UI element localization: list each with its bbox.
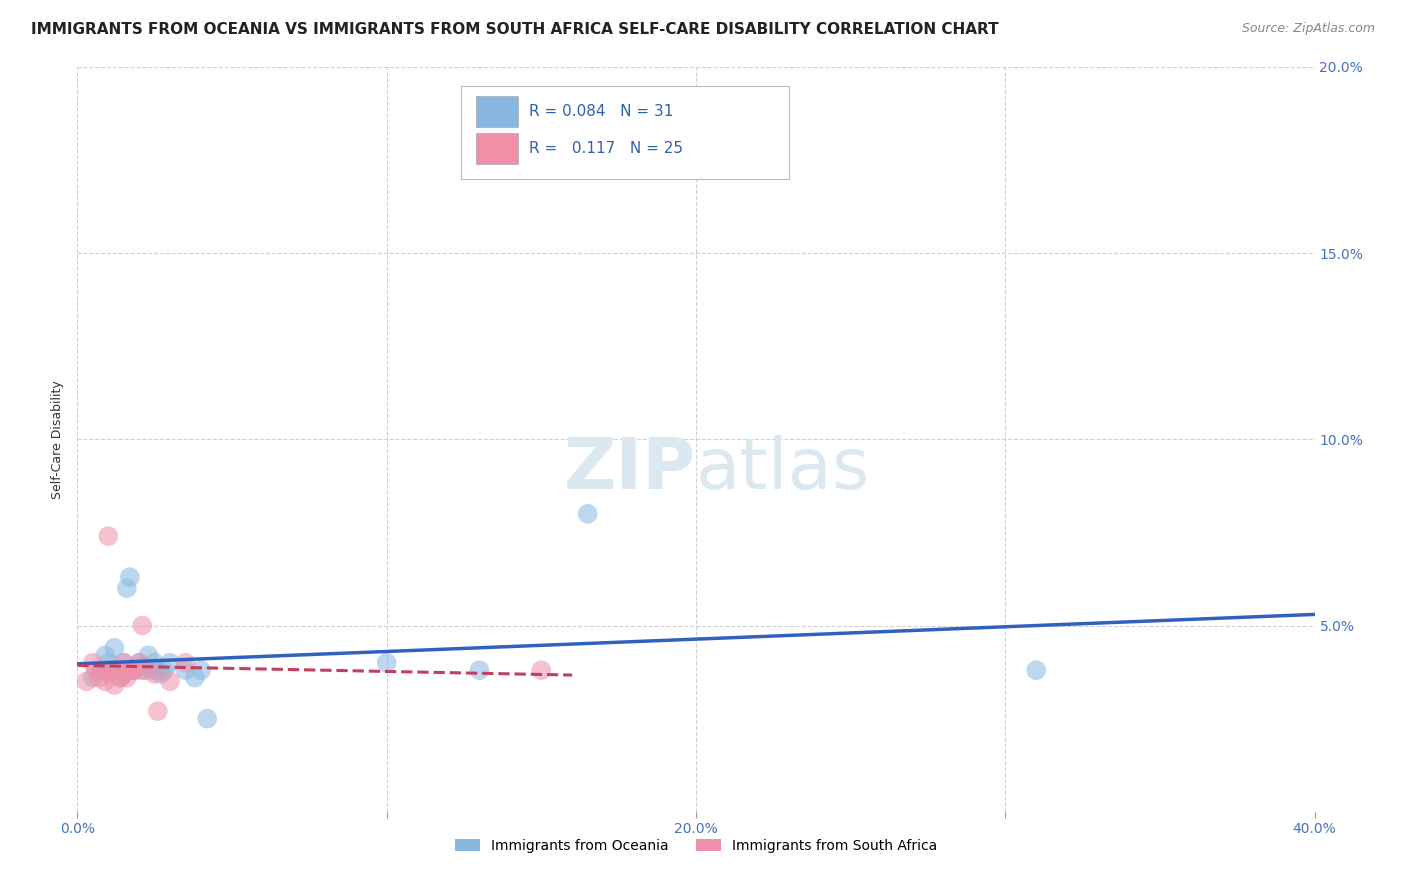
Point: [122, 663, 145, 677]
Point: [115, 582, 138, 596]
Point: [110, 671, 132, 685]
Point: [131, 663, 153, 677]
Point: [143, 656, 166, 670]
Point: [128, 656, 150, 670]
Point: [118, 663, 141, 677]
Point: [103, 640, 125, 655]
Point: [375, 656, 398, 670]
Point: [112, 667, 135, 681]
Point: [530, 663, 553, 677]
Point: [110, 671, 132, 685]
Point: [190, 663, 212, 677]
Point: [118, 570, 141, 584]
Text: Source: ZipAtlas.com: Source: ZipAtlas.com: [1241, 22, 1375, 36]
Point: [159, 674, 181, 689]
Point: [174, 663, 197, 677]
Point: [131, 618, 153, 632]
Point: [1025, 663, 1047, 677]
Point: [97, 663, 120, 677]
Point: [149, 667, 172, 681]
Point: [107, 663, 129, 677]
Point: [87, 671, 110, 685]
Point: [100, 663, 122, 677]
Point: [94, 648, 117, 663]
Point: [82, 671, 104, 685]
Point: [159, 656, 181, 670]
Point: [82, 656, 104, 670]
Point: [143, 667, 166, 681]
FancyBboxPatch shape: [475, 96, 517, 128]
Point: [184, 671, 207, 685]
Point: [122, 663, 145, 677]
Point: [97, 656, 120, 670]
Text: ZIP: ZIP: [564, 434, 696, 504]
Point: [112, 656, 135, 670]
Point: [153, 663, 176, 677]
Point: [146, 704, 169, 718]
Point: [141, 663, 163, 677]
Point: [138, 648, 160, 663]
Point: [107, 663, 129, 677]
Point: [146, 663, 169, 677]
Point: [195, 712, 218, 726]
Point: [134, 659, 156, 673]
Point: [97, 529, 120, 543]
Text: IMMIGRANTS FROM OCEANIA VS IMMIGRANTS FROM SOUTH AFRICA SELF-CARE DISABILITY COR: IMMIGRANTS FROM OCEANIA VS IMMIGRANTS FR…: [31, 22, 998, 37]
Point: [84, 663, 107, 677]
Point: [115, 671, 138, 685]
Point: [91, 663, 114, 677]
Point: [174, 656, 197, 670]
Text: R = 0.084   N = 31: R = 0.084 N = 31: [529, 104, 673, 120]
Point: [103, 678, 125, 692]
FancyBboxPatch shape: [461, 86, 789, 178]
Point: [94, 674, 117, 689]
FancyBboxPatch shape: [475, 133, 517, 164]
Point: [112, 656, 135, 670]
Point: [97, 667, 120, 681]
Text: atlas: atlas: [696, 434, 870, 504]
Point: [576, 507, 599, 521]
Point: [134, 663, 156, 677]
Point: [468, 663, 491, 677]
Point: [76, 674, 98, 689]
Point: [128, 656, 150, 670]
Text: R =   0.117   N = 25: R = 0.117 N = 25: [529, 141, 683, 156]
Point: [125, 663, 148, 677]
Y-axis label: Self-Care Disability: Self-Care Disability: [51, 380, 65, 499]
Point: [91, 663, 114, 677]
Legend: Immigrants from Oceania, Immigrants from South Africa: Immigrants from Oceania, Immigrants from…: [449, 833, 943, 858]
